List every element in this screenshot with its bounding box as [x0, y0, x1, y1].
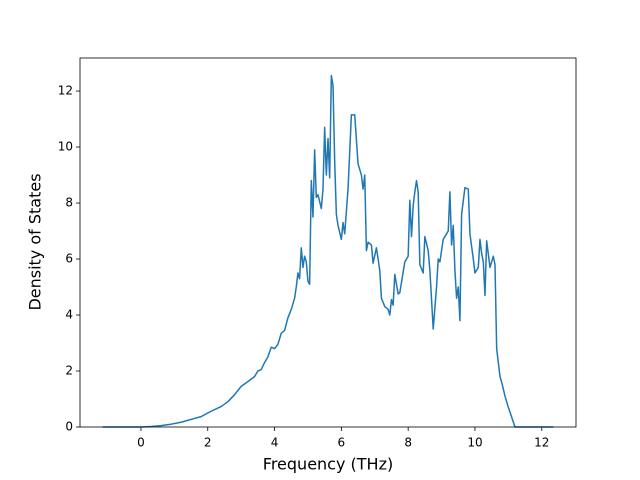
x-tick-label: 12 [534, 436, 549, 450]
y-tick-label: 10 [58, 140, 73, 154]
axes-frame [79, 57, 577, 428]
y-tick-label: 0 [65, 420, 73, 434]
y-tick-label: 2 [65, 364, 73, 378]
x-tick-label: 6 [338, 436, 346, 450]
y-tick-label: 12 [58, 84, 73, 98]
x-tick-label: 2 [204, 436, 212, 450]
plot-area [80, 58, 576, 427]
x-tick-label: 4 [271, 436, 279, 450]
y-tick-label: 6 [65, 252, 73, 266]
x-axis-label: Frequency (THz) [263, 455, 393, 474]
y-tick-label: 4 [65, 308, 73, 322]
y-tick-label: 8 [65, 196, 73, 210]
x-tick-label: 0 [137, 436, 145, 450]
dos-line [102, 74, 554, 428]
x-tick-label: 8 [404, 436, 412, 450]
x-tick-label: 10 [467, 436, 482, 450]
y-axis-label: Density of States [26, 173, 45, 310]
